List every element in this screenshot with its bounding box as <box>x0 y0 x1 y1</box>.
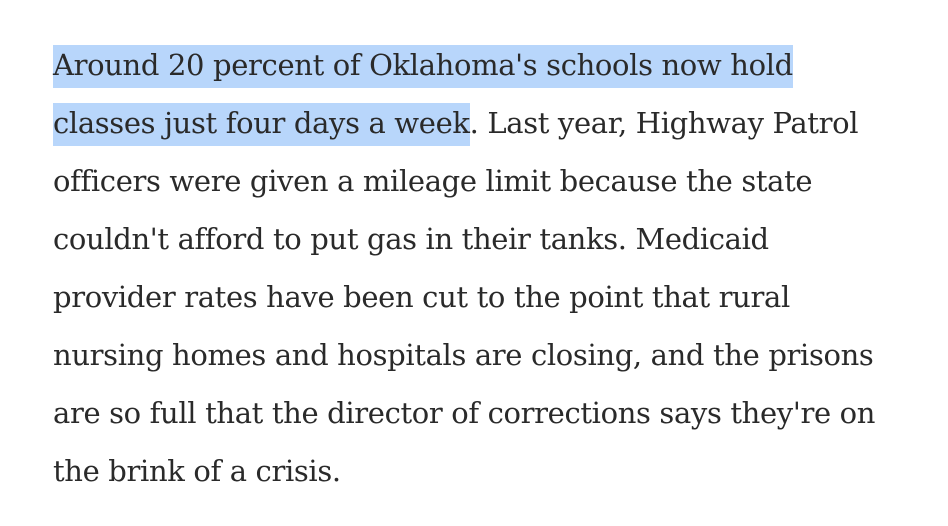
line-text: nursing homes and hospitals are closing,… <box>53 338 874 372</box>
line-text: officers were given a mileage limit beca… <box>53 164 813 198</box>
paragraph-line: classes just four days a week. Last year… <box>53 94 933 152</box>
article-paragraph: Around 20 percent of Oklahoma's schools … <box>53 36 933 500</box>
line-text: . Last year, Highway Patrol <box>469 106 859 140</box>
paragraph-line: officers were given a mileage limit beca… <box>53 152 933 210</box>
paragraph-line: provider rates have been cut to the poin… <box>53 268 933 326</box>
line-text: are so full that the director of correct… <box>53 396 876 430</box>
paragraph-line: Around 20 percent of Oklahoma's schools … <box>53 36 933 94</box>
selected-text[interactable]: Around 20 percent of Oklahoma's schools … <box>53 45 793 88</box>
paragraph-line: couldn't afford to put gas in their tank… <box>53 210 933 268</box>
line-text: the brink of a crisis. <box>53 454 341 488</box>
line-text: provider rates have been cut to the poin… <box>53 280 790 314</box>
line-text: couldn't afford to put gas in their tank… <box>53 222 769 256</box>
paragraph-line: are so full that the director of correct… <box>53 384 933 442</box>
selected-text[interactable]: classes just four days a week <box>53 103 470 146</box>
paragraph-line: nursing homes and hospitals are closing,… <box>53 326 933 384</box>
paragraph-line: the brink of a crisis. <box>53 442 933 500</box>
